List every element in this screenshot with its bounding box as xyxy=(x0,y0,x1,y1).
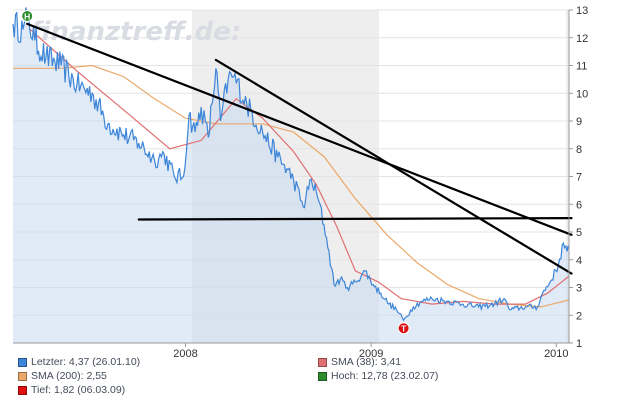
trendline-2 xyxy=(214,58,573,275)
legend-item-1: Letzter: 4,37 (26.01.10) xyxy=(18,356,140,368)
legend-label: SMA (200): 2,55 xyxy=(31,370,107,382)
marker-h-circle xyxy=(21,10,34,22)
series-line-price xyxy=(12,7,570,322)
y-tick-label-13: 13 xyxy=(576,5,588,17)
extreme-markers: HT xyxy=(21,10,410,335)
x-tick-label-2008: 2008 xyxy=(173,348,197,360)
legend-swatch xyxy=(318,357,327,367)
y-tick-label-1: 1 xyxy=(576,338,582,350)
legend-item-5: Tief: 1,82 (06.03.09) xyxy=(18,384,125,396)
x-axis-ticks: 2008 2009 2010 xyxy=(173,343,569,360)
y-tick-label-2: 2 xyxy=(576,310,582,322)
legend-item-3: SMA (200): 2,55 xyxy=(18,370,107,382)
legend-swatch xyxy=(18,371,27,381)
legend-swatch xyxy=(18,385,27,395)
y-tick-label-7: 7 xyxy=(576,172,582,184)
legend-item-2: SMA (38): 3,41 xyxy=(318,356,401,368)
legend-label: Tief: 1,82 (06.03.09) xyxy=(31,384,126,396)
y-tick-label-9: 9 xyxy=(576,116,582,128)
y-tick-label-3: 3 xyxy=(576,283,582,295)
trendlines xyxy=(26,22,573,275)
price-area-fill xyxy=(13,7,569,343)
y-tick-label-8: 8 xyxy=(576,144,582,156)
price-area xyxy=(13,7,569,343)
y-tick-label-11: 11 xyxy=(576,61,587,73)
y-tick-label-4: 4 xyxy=(576,255,582,267)
marker-h-letter: H xyxy=(24,12,30,22)
legend-label: SMA (38): 3,41 xyxy=(331,356,402,368)
series-lines xyxy=(12,7,570,322)
trendline-1 xyxy=(26,22,573,236)
watermark: finanztreff.de: xyxy=(30,17,241,47)
x-tick-label-2009: 2009 xyxy=(359,348,383,360)
trendline-3 xyxy=(137,217,573,221)
marker-t-circle xyxy=(397,322,410,335)
marker-t-letter: T xyxy=(401,324,407,334)
y-tick-label-5: 5 xyxy=(576,227,582,239)
x-tick-label-2010: 2010 xyxy=(544,348,568,360)
legend-swatch xyxy=(18,357,27,367)
legend-label: Hoch: 12,78 (23.02.07) xyxy=(331,370,439,382)
y-tick-label-12: 12 xyxy=(576,33,588,45)
legend-item-4: Hoch: 12,78 (23.02.07) xyxy=(318,370,438,382)
legend-label: Letzter: 4,37 (26.01.10) xyxy=(31,356,141,368)
y-tick-label-10: 10 xyxy=(576,88,588,100)
y-tick-label-6: 6 xyxy=(576,199,582,211)
series-line-sma-200 xyxy=(13,64,570,308)
legend-swatch xyxy=(318,371,327,381)
